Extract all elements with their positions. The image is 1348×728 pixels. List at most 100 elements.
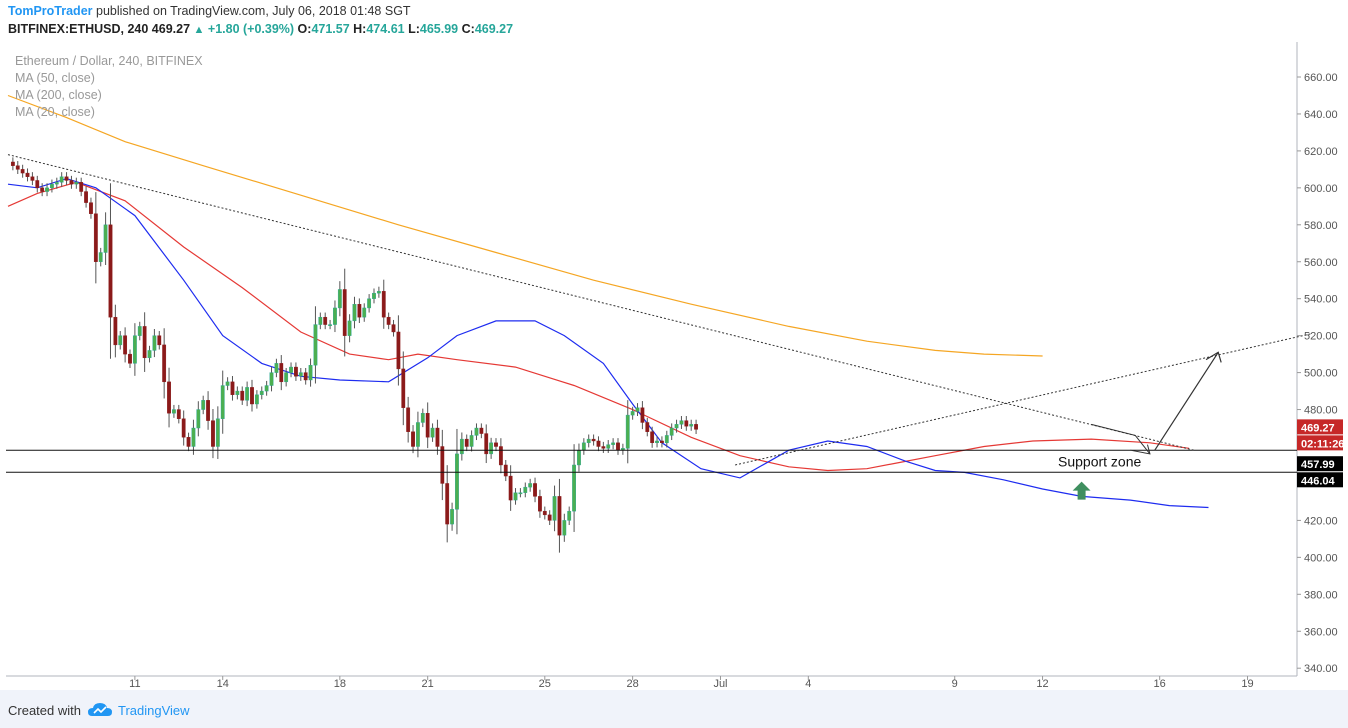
legend-item-ma20[interactable]: MA (20, close) [15, 105, 95, 119]
moving-averages [7, 94, 1209, 509]
dotted-trendline [7, 154, 1194, 451]
candle-body [113, 316, 118, 346]
candle-body [367, 298, 372, 309]
candle-body [635, 407, 640, 412]
y-tick-label: 640.00 [1304, 109, 1338, 121]
y-tick-label: 560.00 [1304, 257, 1338, 269]
candle-body [430, 427, 435, 438]
up-triangle-icon: ▲ [193, 24, 205, 36]
candle-body [498, 446, 503, 466]
candle-body [572, 464, 576, 512]
candle-body [20, 169, 25, 174]
chart-area[interactable]: Support zone 660.00 640.00 620.00 600.00 580… [0, 40, 1348, 690]
candle-body [679, 420, 684, 425]
candle-body [552, 496, 557, 521]
y-tick-label: 400.00 [1304, 552, 1338, 564]
candle-body [489, 442, 494, 455]
candle-body [664, 435, 669, 444]
ma-line [7, 94, 1043, 357]
candle-body [567, 510, 572, 521]
price-chart[interactable]: Support zone 660.00 640.00 620.00 600.00 580… [0, 40, 1348, 690]
candle-body [35, 180, 40, 189]
candle-body [15, 165, 20, 170]
candle-body [411, 431, 415, 447]
projection-up-arrowhead [1205, 351, 1222, 363]
candle-body [59, 176, 64, 183]
candle-body [30, 176, 35, 181]
candle-body [128, 353, 132, 364]
candle-body [206, 400, 210, 421]
chart-frame [6, 42, 1298, 677]
y-tick-label: 600.00 [1304, 183, 1338, 195]
candle-body [142, 326, 147, 359]
projection-down-arrowhead [1130, 444, 1151, 455]
symbol-label: BITFINEX:ETHUSD, 240 [8, 22, 149, 36]
candle-body [118, 335, 123, 346]
candle-body [137, 326, 142, 336]
candle-body [591, 438, 596, 442]
support-upper-badge-text: 457.99 [1301, 459, 1335, 471]
candle-body [152, 335, 157, 351]
x-tick-label: 9 [952, 678, 958, 690]
author-link[interactable]: TomProTrader [8, 4, 93, 18]
candle-body [157, 335, 162, 346]
candle-body [416, 422, 420, 447]
candle-body [577, 449, 581, 466]
last-price: 469.27 [151, 22, 191, 36]
candle-body [269, 372, 274, 386]
support-lower-badge-bg [1297, 472, 1343, 488]
time-axis[interactable]: 11 14 18 21 25 28 Jul 4 9 12 16 19 [129, 676, 1254, 690]
candle-body [581, 442, 586, 451]
candle-body [455, 453, 459, 510]
candle-body [425, 413, 430, 438]
candle-body [313, 324, 318, 366]
y-tick-label: 380.00 [1304, 589, 1338, 601]
candle-body [372, 292, 376, 299]
x-tick-label: 4 [805, 678, 811, 690]
candle-body [225, 381, 230, 386]
candle-body [176, 409, 181, 419]
y-tick-label: 420.00 [1304, 515, 1338, 527]
last-price-badge-bg [1297, 419, 1343, 435]
candle-body [342, 289, 347, 336]
candle-body [45, 187, 49, 192]
tradingview-brand-link[interactable]: TradingView [118, 703, 190, 718]
candle-body [201, 400, 206, 410]
open-label: O: [297, 22, 312, 36]
candle-body [93, 213, 98, 262]
support-lower-badge-text: 446.04 [1301, 475, 1336, 487]
candle-body [513, 492, 518, 501]
candle-body [694, 424, 698, 430]
support-upper-badge: 457.99 [1297, 456, 1343, 472]
price-axis[interactable]: 660.00 640.00 620.00 600.00 580.00 560.00 540.… [1297, 72, 1344, 675]
candle-body [601, 446, 606, 449]
candle-body [147, 350, 152, 359]
x-tick-label: 21 [422, 678, 434, 690]
x-tick-label: 11 [129, 678, 140, 690]
candle-body [240, 390, 245, 401]
candle-body [689, 424, 694, 427]
candle-body [586, 438, 591, 444]
drawings: Support zone [6, 154, 1312, 500]
candle-body [528, 483, 533, 488]
legend-item-ma50[interactable]: MA (50, close) [15, 71, 95, 85]
candle-body [279, 363, 284, 383]
candle-body [64, 176, 69, 181]
open-value: 471.57 [311, 22, 350, 36]
candle-body [298, 372, 303, 377]
y-tick-label: 620.00 [1304, 146, 1338, 158]
candle-body [323, 316, 328, 325]
support-zone-label: Support zone [1058, 453, 1141, 469]
candle-body [308, 365, 313, 381]
candle-body [420, 413, 425, 423]
y-tick-label: 500.00 [1304, 368, 1338, 380]
y-tick-label: 360.00 [1304, 626, 1338, 638]
dotted-trendline [735, 333, 1312, 466]
legend-item-ma200[interactable]: MA (200, close) [15, 88, 102, 102]
candle-body [401, 368, 406, 408]
candle-body [215, 418, 220, 447]
candle-body [294, 366, 298, 377]
candle-body [625, 414, 630, 449]
symbol-info: BITFINEX:ETHUSD, 240 469.27 ▲ +1.80 (+0.… [8, 22, 513, 36]
candle-body [40, 187, 45, 192]
